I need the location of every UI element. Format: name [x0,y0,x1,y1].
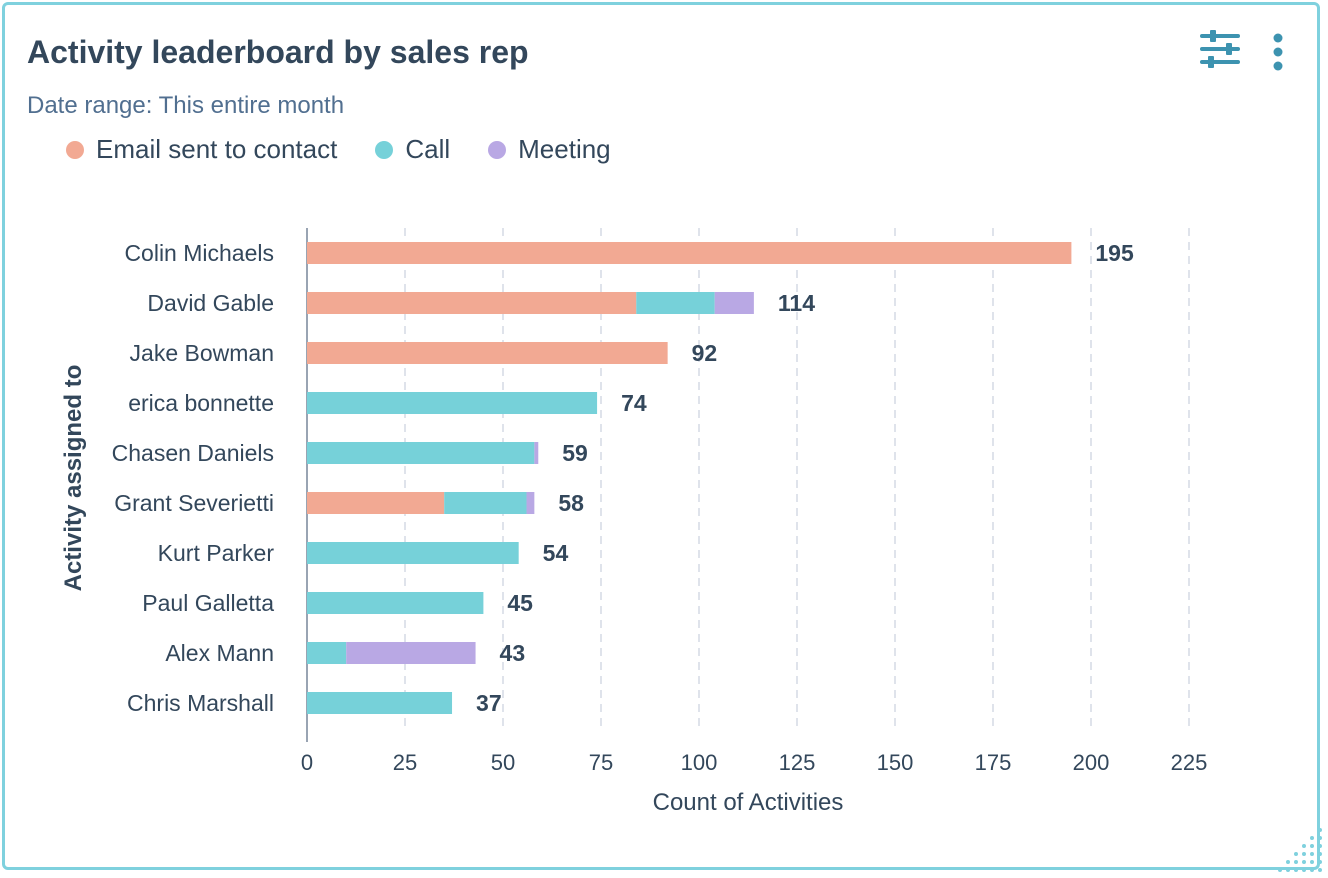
bar-segment-meeting [526,492,535,514]
bar-segment-call [307,642,347,664]
y-category-label: David Gable [147,290,274,316]
date-range-label: Date range: This entire month [27,92,345,119]
x-tick-label: 175 [975,750,1012,775]
bar-segment-email [307,492,445,514]
x-tick-label: 125 [779,750,816,775]
bar-total-label: 37 [476,690,502,716]
bar-total-label: 43 [500,640,526,666]
sliders-icon [1200,30,1240,68]
bar-segment-meeting [714,292,754,314]
bar-total-label: 45 [507,590,533,616]
legend-label-meeting: Meeting [518,134,611,164]
more-options-button[interactable] [1266,28,1290,75]
y-category-label: erica bonnette [128,390,274,416]
x-axis-title: Count of Activities [653,789,844,816]
bar-total-label: 59 [562,440,588,466]
bar-segment-call [307,692,453,714]
legend-label-call: Call [405,134,451,164]
bar-segment-email [307,292,637,314]
filter-button[interactable] [1198,28,1242,75]
y-category-label: Chasen Daniels [112,440,274,466]
legend-item-meeting[interactable]: Meeting [488,134,611,165]
y-category-label: Alex Mann [165,640,274,666]
y-axis-title: Activity assigned to [60,365,87,592]
legend-swatch-call [375,140,394,159]
legend-swatch-meeting [488,140,507,159]
y-category-label: Kurt Parker [158,540,275,566]
y-category-label: Jake Bowman [130,340,274,366]
bar-total-label: 114 [778,290,815,316]
bar-segment-email [307,242,1072,264]
resize-handle[interactable] [1272,822,1324,874]
legend-item-email[interactable]: Email sent to contact [66,134,337,165]
bar-segment-call [636,292,715,314]
x-tick-label: 0 [301,750,313,775]
legend-swatch-email [66,140,84,159]
bar-total-label: 195 [1095,240,1134,266]
bar-segment-call [307,442,535,464]
bar-total-label: 58 [558,490,584,516]
y-category-label: Paul Galletta [142,590,274,616]
x-tick-label: 75 [589,750,613,775]
x-tick-label: 150 [877,750,914,775]
y-category-label: Colin Michaels [124,240,274,266]
bar-total-label: 54 [543,540,569,566]
legend-label-email: Email sent to contact [96,134,338,164]
legend-item-call[interactable]: Call [375,134,450,165]
chart-legend: Email sent to contact Call Meeting [66,134,611,165]
x-tick-label: 200 [1073,750,1110,775]
vertical-dots-icon [1273,33,1283,71]
bar-total-label: 74 [621,390,647,416]
bar-segment-call [307,542,519,564]
bar-segment-meeting [346,642,476,664]
y-category-label: Chris Marshall [127,690,274,716]
report-title: Activity leaderboard by sales rep [27,34,529,70]
bar-total-label: 92 [692,340,718,366]
bar-segment-call [444,492,527,514]
x-tick-label: 50 [491,750,515,775]
bar-segment-meeting [534,442,539,464]
x-tick-label: 225 [1171,750,1208,775]
bar-segment-call [307,592,484,614]
bar-segment-email [307,342,668,364]
x-tick-label: 100 [681,750,718,775]
bar-segment-call [307,392,598,414]
y-category-label: Grant Severietti [114,490,274,516]
x-tick-label: 25 [393,750,417,775]
